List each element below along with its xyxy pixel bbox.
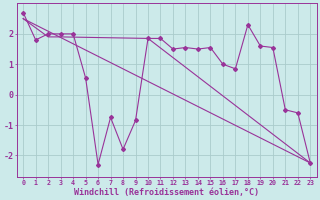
X-axis label: Windchill (Refroidissement éolien,°C): Windchill (Refroidissement éolien,°C) bbox=[74, 188, 259, 197]
